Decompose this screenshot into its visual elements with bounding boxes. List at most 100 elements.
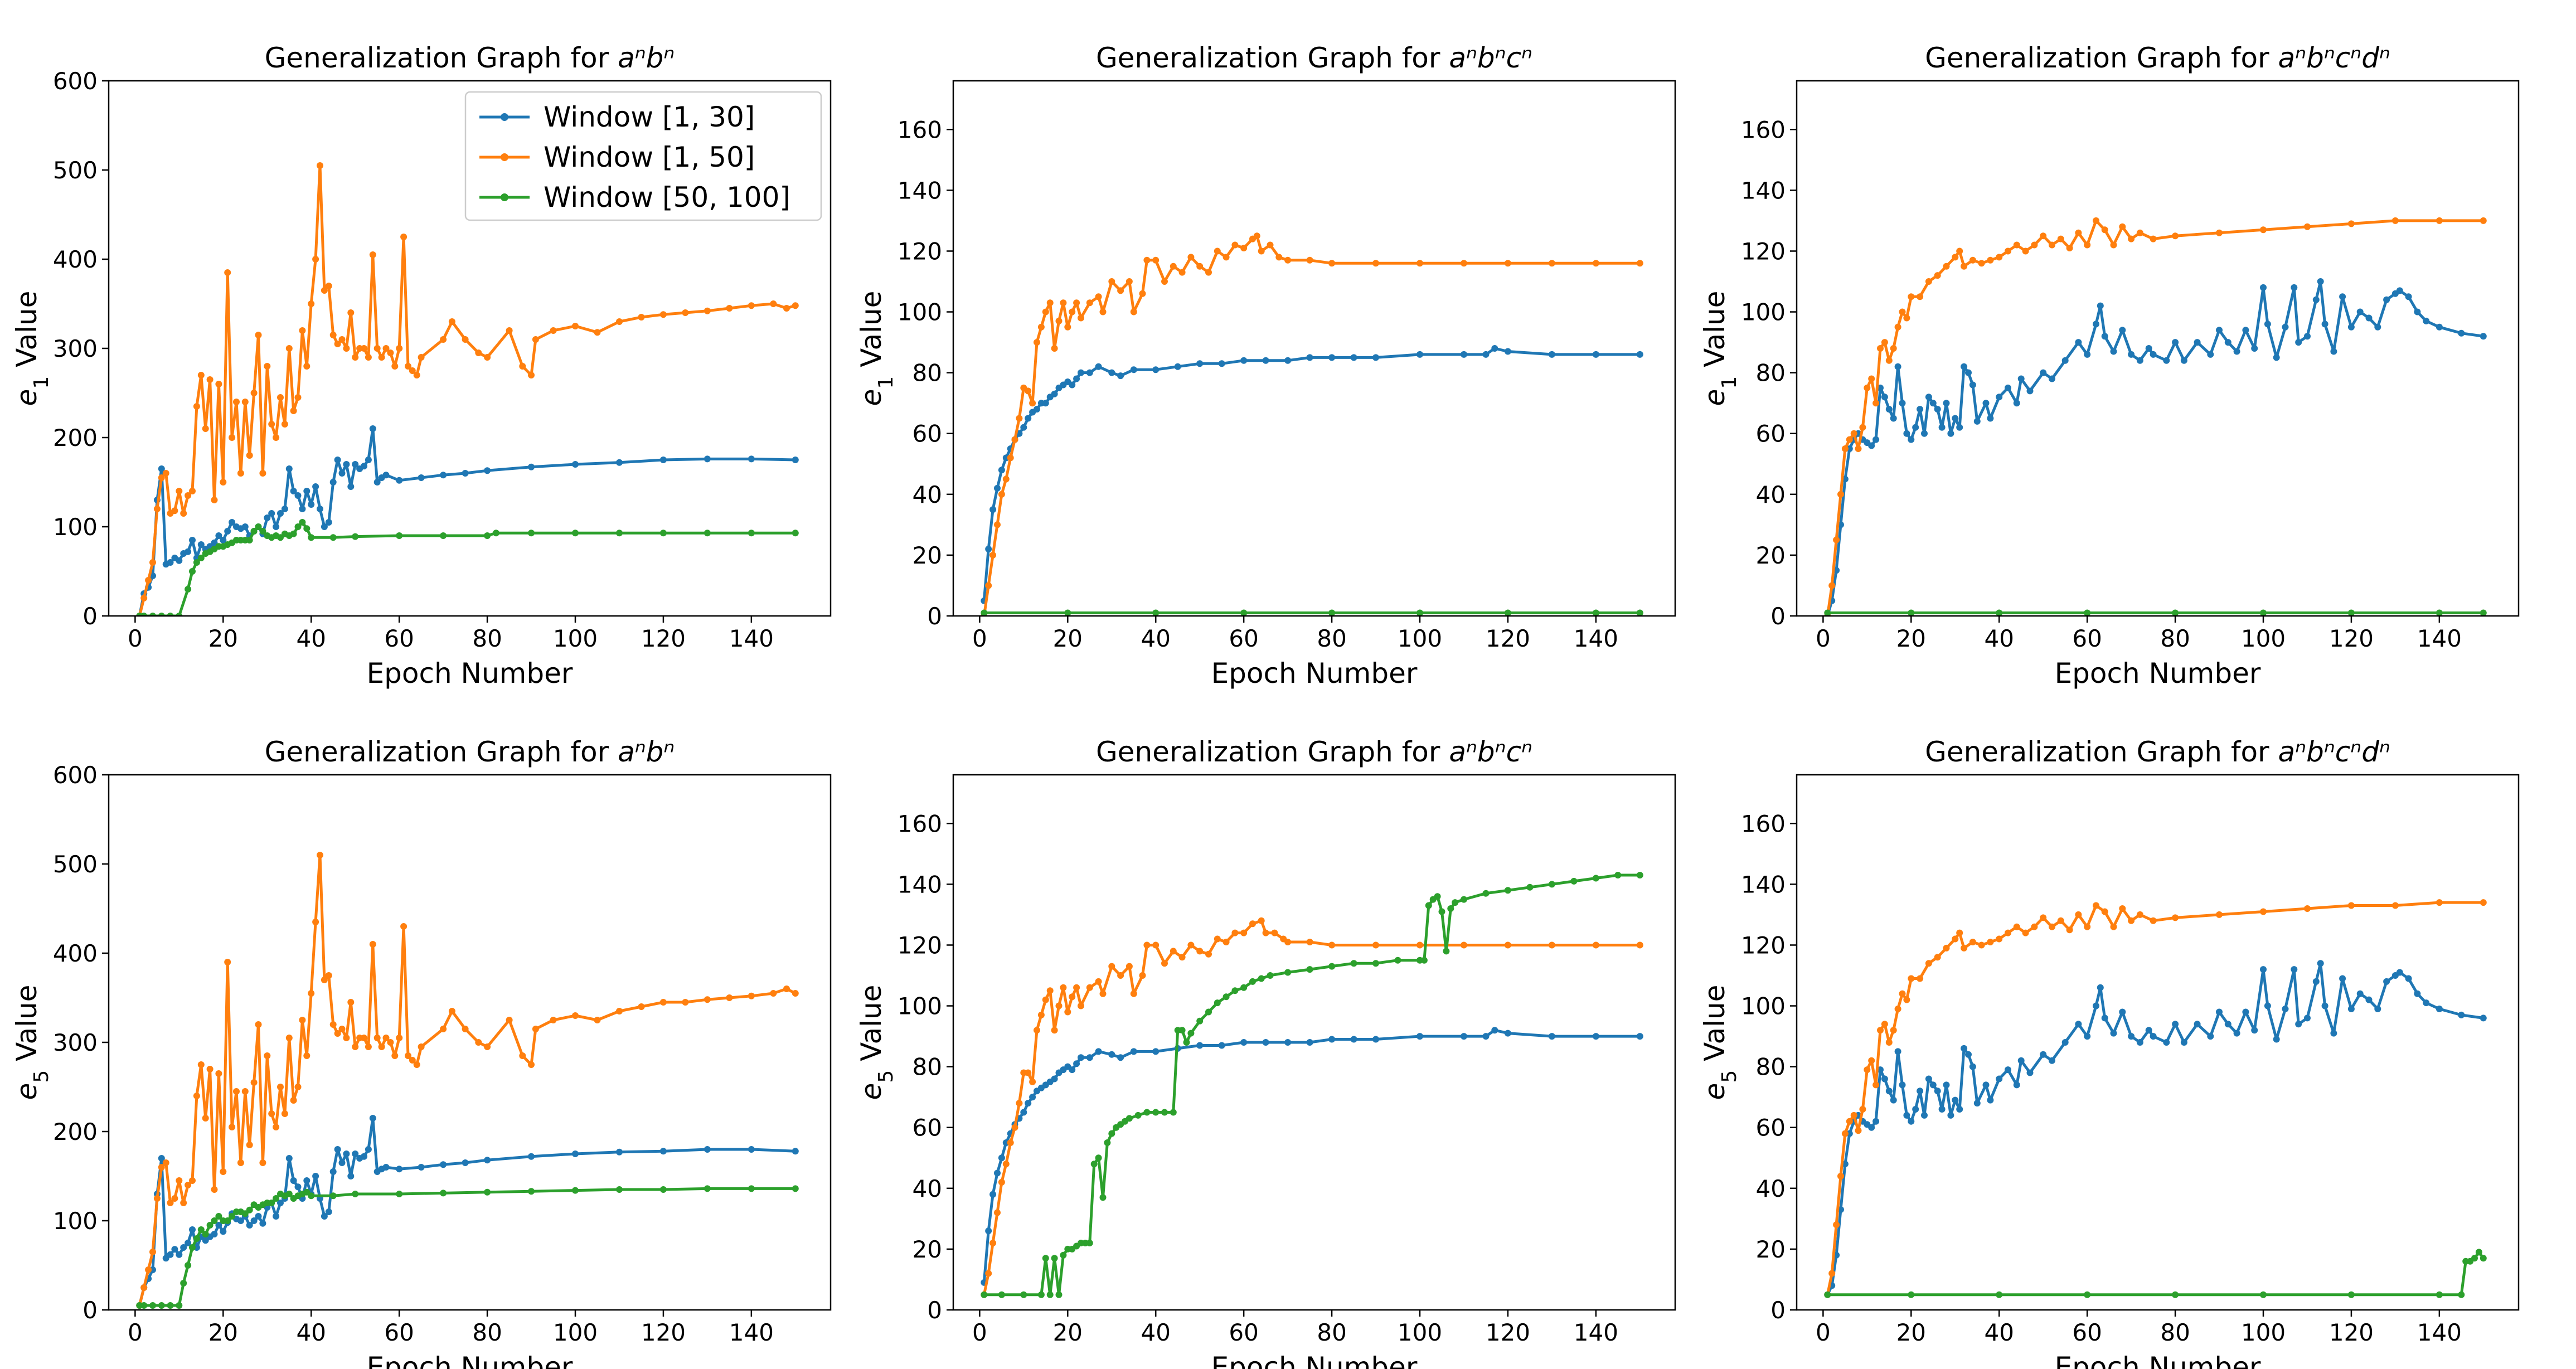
data-point bbox=[171, 1246, 178, 1253]
data-point bbox=[2347, 1006, 2355, 1012]
data-point bbox=[2128, 917, 2135, 924]
data-point bbox=[998, 1178, 1005, 1186]
series-2 bbox=[136, 852, 799, 1309]
data-point bbox=[1350, 354, 1357, 361]
x-tick-label: 60 bbox=[1229, 1319, 1258, 1346]
data-point bbox=[1231, 929, 1239, 936]
data-point bbox=[1859, 1106, 1866, 1113]
data-point bbox=[1636, 941, 1643, 949]
data-point bbox=[158, 465, 165, 472]
data-point bbox=[1046, 1291, 1054, 1298]
data-point bbox=[1614, 872, 1622, 878]
data-point bbox=[1086, 369, 1093, 376]
data-point bbox=[1925, 960, 1932, 967]
data-point bbox=[329, 1192, 337, 1200]
data-point bbox=[2423, 999, 2430, 1007]
data-point bbox=[1925, 1075, 1932, 1082]
data-point bbox=[484, 1043, 491, 1050]
x-tick-label: 20 bbox=[1896, 625, 1926, 652]
data-point bbox=[1306, 966, 1313, 973]
data-point bbox=[189, 537, 196, 543]
data-point bbox=[1482, 890, 1490, 897]
y-label-text: Value bbox=[11, 291, 43, 376]
data-point bbox=[193, 403, 200, 410]
data-point bbox=[321, 287, 328, 294]
data-point bbox=[1069, 1066, 1076, 1074]
data-point bbox=[2304, 1014, 2311, 1022]
data-point bbox=[2480, 333, 2487, 340]
data-point bbox=[1214, 999, 1221, 1007]
data-point bbox=[1060, 1251, 1067, 1259]
panel-1: 0 20 40 60 80 100 120 140 0 100 200 300 400 500 600 Gen… bbox=[11, 42, 832, 690]
data-point bbox=[1636, 609, 1643, 616]
data-point bbox=[1086, 1240, 1093, 1246]
x-tick-label: 120 bbox=[2329, 625, 2374, 652]
data-point bbox=[1328, 941, 1336, 949]
y-tick-label: 0 bbox=[83, 603, 98, 630]
title-language: aⁿbⁿcⁿ bbox=[1449, 736, 1532, 768]
data-point bbox=[1859, 424, 1866, 431]
legend-box bbox=[464, 91, 822, 221]
data-point bbox=[519, 363, 526, 370]
data-point bbox=[659, 1148, 667, 1155]
y-tick-label: 400 bbox=[53, 940, 98, 967]
data-point bbox=[1461, 941, 1467, 949]
data-point bbox=[2216, 1008, 2223, 1016]
data-point bbox=[329, 534, 337, 541]
data-point bbox=[484, 354, 491, 361]
y-tick-label: 120 bbox=[1741, 931, 1786, 959]
data-point bbox=[1438, 908, 1445, 915]
data-point bbox=[2365, 314, 2373, 322]
x-tick-label: 140 bbox=[2417, 1319, 2462, 1346]
data-point bbox=[197, 1061, 205, 1068]
data-point bbox=[171, 1195, 178, 1202]
data-point bbox=[704, 996, 711, 1003]
data-point bbox=[1912, 1106, 1919, 1113]
data-point bbox=[233, 399, 240, 405]
y-label-text: Value bbox=[11, 985, 43, 1070]
data-point bbox=[396, 532, 403, 539]
x-tick-label: 0 bbox=[128, 1319, 143, 1346]
data-point bbox=[378, 1043, 385, 1050]
data-point bbox=[1034, 339, 1040, 346]
data-point bbox=[396, 1166, 403, 1173]
x-tick-label: 20 bbox=[1053, 625, 1083, 652]
data-point bbox=[2396, 287, 2403, 294]
x-tick-label: 0 bbox=[972, 1319, 987, 1346]
data-point bbox=[1504, 609, 1511, 616]
data-point bbox=[2026, 387, 2034, 395]
data-point bbox=[616, 1148, 623, 1156]
data-point bbox=[2291, 966, 2298, 973]
series-group bbox=[1824, 899, 2487, 1298]
data-point bbox=[2136, 357, 2143, 364]
x-axis-label: Epoch Number bbox=[367, 1351, 573, 1369]
panel-6: 0 20 40 60 80 100 120 140 0 20 40 60 80 100 120 140 160 G… bbox=[1699, 736, 2520, 1369]
data-point bbox=[193, 559, 200, 566]
data-point bbox=[246, 1206, 253, 1213]
series-3 bbox=[981, 872, 1643, 1298]
data-point bbox=[1447, 905, 1454, 912]
x-tick-label: 20 bbox=[208, 1319, 238, 1346]
data-point bbox=[1130, 308, 1137, 315]
x-tick-label: 120 bbox=[641, 625, 686, 652]
x-tick-label: 60 bbox=[1229, 625, 1258, 652]
data-point bbox=[2093, 321, 2099, 328]
data-point bbox=[659, 999, 667, 1006]
data-point bbox=[202, 425, 209, 432]
data-point bbox=[572, 461, 579, 468]
data-point bbox=[189, 1244, 196, 1251]
data-point bbox=[1864, 1066, 1871, 1074]
y-tick-label: 100 bbox=[53, 1207, 98, 1235]
data-point bbox=[140, 613, 148, 616]
data-point bbox=[237, 1217, 244, 1224]
data-point bbox=[2391, 217, 2399, 224]
data-point bbox=[180, 1200, 187, 1206]
data-point bbox=[365, 457, 372, 463]
data-point bbox=[365, 1043, 372, 1050]
data-point bbox=[1095, 1154, 1102, 1162]
y-tick-label: 160 bbox=[898, 116, 942, 143]
data-point bbox=[2436, 217, 2443, 224]
data-point bbox=[1275, 254, 1283, 261]
data-point bbox=[2471, 1255, 2478, 1262]
data-point bbox=[1152, 941, 1160, 949]
